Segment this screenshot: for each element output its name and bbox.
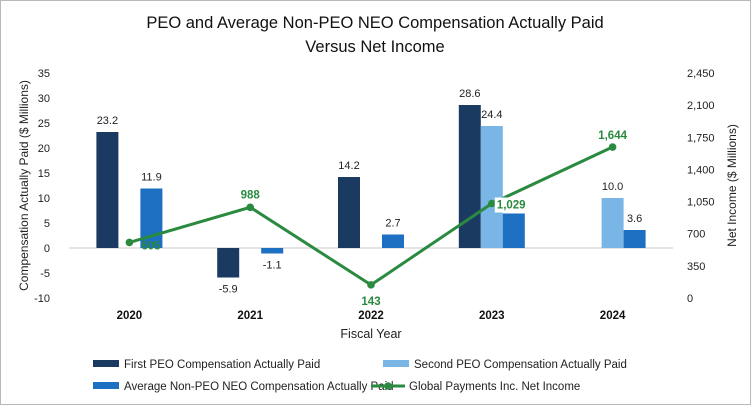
x-axis-title: Fiscal Year — [340, 327, 401, 341]
bar-2 — [480, 126, 503, 248]
legend-label: Average Non-PEO NEO Compensation Actuall… — [124, 381, 394, 393]
x-axis-category-label: 2023 — [479, 310, 505, 322]
net-income-data-label: 605 — [141, 240, 161, 252]
bar-data-label: -5.9 — [219, 284, 238, 296]
left-axis-tick-label: 35 — [38, 68, 50, 80]
bar-data-label: 2.7 — [385, 218, 400, 230]
bar-3 — [382, 234, 404, 248]
net-income-point — [608, 143, 617, 151]
bar-data-label: -1.1 — [263, 260, 282, 272]
legend-label: Second PEO Compensation Actually Paid — [414, 359, 627, 371]
bar-data-label: 10.0 — [602, 181, 623, 193]
bar-data-label: 3.6 — [627, 213, 642, 225]
bar-data-label: 28.6 — [459, 88, 480, 100]
left-axis-tick-label: 30 — [38, 93, 50, 105]
chart-title-line2: Versus Net Income — [305, 38, 444, 56]
right-axis-tick-label: 2,100 — [687, 100, 715, 112]
net-income-point — [488, 199, 496, 208]
x-axis-category-label: 2022 — [358, 310, 384, 322]
bar-data-label: 23.2 — [97, 115, 118, 127]
right-axis-tick-label: 700 — [687, 229, 705, 241]
x-axis-category-label: 2024 — [600, 310, 626, 322]
legend-swatch — [93, 382, 119, 389]
line-label-background — [494, 197, 527, 213]
bar-data-label: 11.9 — [141, 172, 162, 184]
left-axis-tick-label: 10 — [38, 193, 50, 205]
bar-2 — [601, 198, 624, 248]
net-income-line — [128, 145, 614, 287]
x-axis-category-label: 2021 — [237, 310, 263, 322]
right-axis-tick-label: 0 — [687, 293, 693, 305]
net-income-point — [125, 238, 134, 247]
net-income-data-label: 1,029 — [497, 200, 526, 212]
net-income-data-label: 988 — [241, 189, 261, 201]
chart-title-line1: PEO and Average Non-PEO NEO Compensation… — [146, 14, 603, 32]
legend-swatch — [93, 360, 119, 367]
net-income-point — [367, 281, 375, 289]
bar-1 — [338, 177, 360, 248]
legend-label: Global Payments Inc. Net Income — [409, 381, 580, 393]
left-axis-tick-label: 5 — [44, 218, 50, 230]
left-axis-tick-label: 20 — [38, 143, 50, 155]
legend-swatch — [383, 360, 409, 367]
net-income-data-label: 1,644 — [598, 130, 627, 142]
left-axis-title: Compensation Actually Paid ($ Millions) — [17, 80, 31, 291]
left-axis-tick-label: 15 — [38, 168, 50, 180]
right-axis-tick-label: 1,400 — [687, 164, 715, 176]
bar-3 — [261, 248, 284, 254]
bar-3 — [502, 213, 525, 248]
bar-data-label: 14.2 — [338, 160, 359, 172]
net-income-data-label: 143 — [361, 296, 380, 308]
right-axis-tick-label: 1,750 — [687, 132, 715, 144]
right-axis-tick-label: 350 — [687, 261, 705, 273]
net-income-point — [246, 203, 254, 212]
right-axis-title: Net Income ($ Millions) — [725, 124, 739, 247]
legend-label: First PEO Compensation Actually Paid — [124, 359, 320, 371]
right-axis-tick-label: 1,050 — [687, 197, 715, 209]
bar-1 — [217, 248, 240, 278]
bar-3 — [623, 230, 646, 248]
right-axis-tick-label: 2,450 — [687, 68, 715, 80]
bar-data-label: 24.4 — [481, 109, 502, 121]
bar-1 — [96, 132, 119, 248]
legend-line-marker — [384, 382, 392, 390]
bar-1 — [458, 105, 481, 248]
left-axis-tick-label: -10 — [34, 293, 50, 305]
left-axis-tick-label: 25 — [38, 118, 50, 130]
left-axis-tick-label: -5 — [40, 268, 50, 280]
x-axis-category-label: 2020 — [117, 310, 143, 322]
left-axis-tick-label: 0 — [44, 243, 50, 255]
